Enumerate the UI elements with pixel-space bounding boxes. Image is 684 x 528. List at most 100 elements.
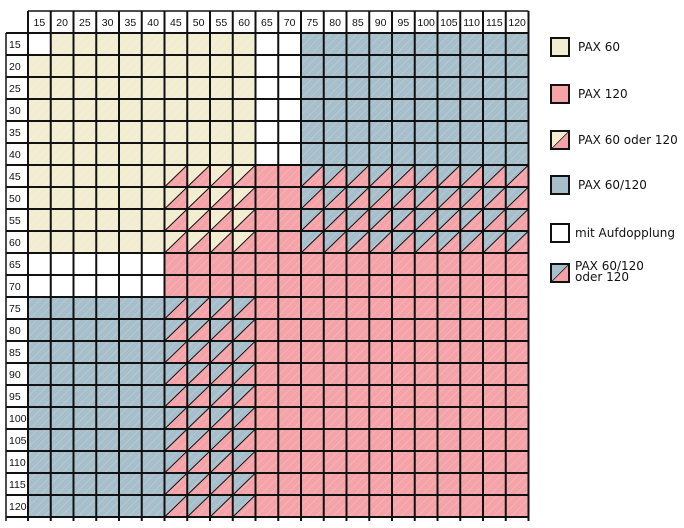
grid-cell	[73, 495, 97, 517]
column-header-label: 110	[463, 17, 480, 29]
grid-cell	[459, 230, 484, 254]
grid-cell	[209, 318, 234, 342]
grid-cell	[50, 253, 74, 275]
grid-cell	[437, 55, 461, 77]
grid-cell	[483, 297, 506, 319]
column-header-label: 40	[147, 17, 159, 29]
grid-cell	[414, 473, 438, 495]
column-header-label: 120	[508, 17, 526, 29]
grid-cell	[141, 187, 165, 209]
column-header-label: 50	[193, 17, 205, 29]
row-header-label: 15	[9, 39, 21, 51]
grid-cell	[73, 451, 97, 473]
grid-cell	[437, 121, 461, 143]
legend-swatch-pax120	[550, 84, 570, 104]
grid-cell	[301, 33, 324, 55]
legend-label-pax60-120: PAX 60/120	[578, 177, 647, 192]
grid-cell	[460, 253, 483, 275]
grid-cell	[505, 33, 529, 55]
grid-cell	[323, 275, 347, 297]
grid-cell	[255, 99, 279, 121]
grid-cell	[73, 55, 97, 77]
grid-cell	[164, 406, 188, 430]
row-header-label: 35	[9, 127, 21, 139]
grid-cell	[346, 319, 370, 341]
grid-cell	[414, 208, 438, 232]
row-header-label: 65	[9, 259, 21, 271]
grid-cell	[73, 363, 97, 385]
grid-cell	[437, 429, 461, 451]
grid-cell	[437, 451, 461, 473]
grid-cell	[323, 121, 347, 143]
grid-cell	[119, 165, 142, 187]
column-header-label: 35	[125, 17, 137, 29]
grid-cell	[50, 143, 74, 165]
legend-swatch-pax60-120	[550, 175, 570, 195]
grid-cell	[346, 473, 370, 495]
grid-cell	[346, 230, 370, 254]
grid-cell	[186, 406, 211, 430]
grid-cell	[460, 121, 483, 143]
grid-cell	[483, 33, 506, 55]
grid-cell	[187, 121, 210, 143]
column-header-label: 30	[102, 17, 114, 29]
grid-cell	[346, 495, 370, 517]
grid-cell	[255, 363, 279, 385]
column-header-label: 25	[79, 17, 91, 29]
grid-cell	[278, 473, 301, 495]
grid-cell	[50, 297, 74, 319]
grid-cell	[483, 319, 506, 341]
grid-cell	[323, 473, 347, 495]
grid-cell	[119, 275, 142, 297]
grid-cell	[369, 407, 392, 429]
grid-cell	[73, 165, 97, 187]
grid-cell	[369, 451, 392, 473]
grid-cell	[119, 143, 142, 165]
grid-cell	[437, 275, 461, 297]
grid-cell	[28, 495, 51, 517]
grid-cell	[73, 33, 97, 55]
grid-cell	[323, 208, 347, 232]
grid-cell	[482, 164, 507, 188]
grid-cell	[96, 429, 119, 451]
grid-cell	[414, 429, 438, 451]
grid-cell	[73, 187, 97, 209]
column-header-label: 65	[261, 17, 273, 29]
grid-cell	[210, 99, 233, 121]
grid-cell	[460, 143, 483, 165]
grid-cell	[323, 495, 347, 517]
grid-cell	[437, 33, 461, 55]
grid-cell	[323, 164, 347, 188]
grid-cell	[460, 407, 483, 429]
grid-cell	[50, 33, 74, 55]
legend-item-pax60-120: PAX 60/120	[550, 175, 647, 195]
grid-cell	[50, 319, 74, 341]
grid-cell	[323, 55, 347, 77]
grid-cell	[301, 121, 324, 143]
grid-cell	[119, 407, 142, 429]
grid-cell	[73, 319, 97, 341]
grid-cell	[301, 275, 324, 297]
grid-cell	[255, 77, 279, 99]
grid-cell	[437, 385, 461, 407]
grid-cell	[414, 407, 438, 429]
grid-cell	[119, 341, 142, 363]
grid-cell	[391, 186, 416, 210]
grid-cell	[278, 341, 301, 363]
grid-cell	[28, 253, 51, 275]
grid-cell	[505, 429, 529, 451]
grid-cell	[186, 340, 211, 364]
row-header-label: 110	[9, 457, 26, 469]
grid-cell	[28, 385, 51, 407]
grid-cell	[96, 253, 119, 275]
grid-cell	[278, 451, 301, 473]
legend-label-pax60-120-oder-120: PAX 60/120 oder 120	[575, 259, 644, 284]
grid-cell	[392, 495, 415, 517]
grid-cell	[301, 99, 324, 121]
row-header-label: 70	[9, 281, 21, 293]
legend-item-mit-aufdopplung: mit Aufdopplung	[550, 223, 675, 243]
grid-cell	[255, 341, 279, 363]
grid-cell	[96, 319, 119, 341]
grid-cell	[210, 275, 233, 297]
grid-cell	[28, 407, 51, 429]
